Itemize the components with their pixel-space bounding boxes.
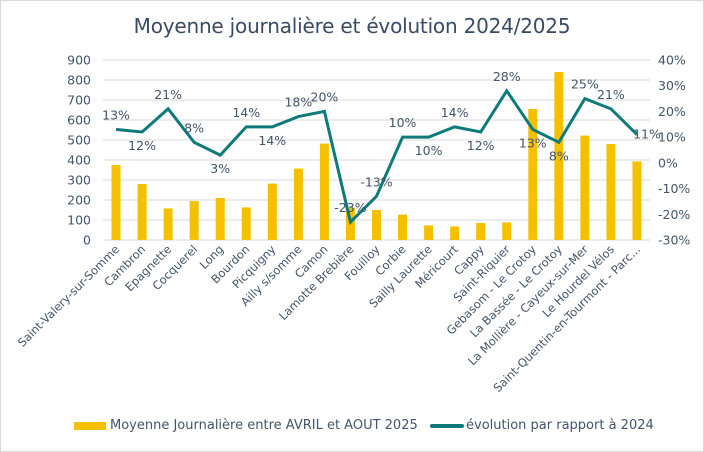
- bar: [293, 168, 303, 240]
- bar: [606, 144, 616, 240]
- bar: [424, 225, 434, 240]
- data-label: 8%: [549, 148, 569, 163]
- legend-label-bars: Moyenne Journalière entre AVRIL et AOUT …: [110, 418, 418, 433]
- bar: [580, 135, 590, 240]
- legend-item-bars: Moyenne Journalière entre AVRIL et AOUT …: [74, 418, 418, 433]
- bar: [189, 201, 199, 240]
- data-label: 10%: [389, 115, 417, 130]
- right-axis-tick: -10%: [658, 181, 690, 196]
- right-axis-tick: 40%: [658, 53, 686, 68]
- right-axis-tick: 30%: [658, 78, 686, 93]
- data-label: 3%: [210, 161, 230, 176]
- data-label: 25%: [571, 77, 599, 92]
- data-label: 28%: [493, 69, 521, 84]
- data-label: 11%: [633, 127, 661, 142]
- left-axis-tick: 900: [67, 53, 91, 68]
- left-axis-tick: 100: [67, 213, 91, 228]
- bar: [163, 208, 173, 240]
- legend-swatch-line: [430, 423, 464, 428]
- bar: [137, 184, 147, 240]
- data-label: 14%: [441, 105, 469, 120]
- bar: [215, 198, 225, 240]
- category-label: Saint-Valery-sur-Somme: [15, 242, 122, 349]
- left-axis-tick: 200: [67, 193, 91, 208]
- bar: [398, 214, 408, 240]
- bar: [111, 165, 121, 240]
- data-label: 21%: [154, 87, 182, 102]
- legend-label-line: évolution par rapport à 2024: [466, 418, 654, 433]
- bar: [267, 183, 277, 240]
- left-axis-tick: 700: [67, 93, 91, 108]
- data-label: 8%: [184, 120, 204, 135]
- data-label: 18%: [284, 95, 312, 110]
- left-axis-tick: 400: [67, 153, 91, 168]
- line-series: [115, 88, 639, 225]
- bar: [372, 210, 381, 240]
- left-axis-tick: 0: [83, 233, 91, 248]
- data-label: 10%: [415, 143, 443, 158]
- data-label: 20%: [311, 89, 339, 104]
- right-axis-tick: 20%: [658, 104, 686, 119]
- data-label: 14%: [258, 133, 286, 148]
- bar: [319, 143, 329, 240]
- bar: [554, 72, 564, 240]
- bar: [632, 161, 642, 240]
- data-label: -23%: [334, 200, 366, 215]
- data-label: 14%: [232, 105, 260, 120]
- data-label: 21%: [597, 87, 625, 102]
- bar: [476, 223, 486, 240]
- bar: [528, 109, 538, 240]
- data-label: 12%: [467, 138, 495, 153]
- bar: [502, 222, 512, 240]
- left-axis-tick: 500: [67, 133, 91, 148]
- left-axis-tick: 300: [67, 173, 91, 188]
- data-label: -13%: [360, 174, 392, 189]
- data-label: 12%: [128, 138, 156, 153]
- legend-swatch-bar: [74, 421, 106, 430]
- legend-item-line: évolution par rapport à 2024: [430, 418, 654, 433]
- right-axis-tick: -20%: [658, 207, 690, 222]
- left-axis-tick: 800: [67, 73, 91, 88]
- chart-title: Moyenne journalière et évolution 2024/20…: [133, 14, 571, 38]
- data-label: 13%: [102, 107, 130, 122]
- bar: [450, 226, 460, 240]
- right-axis-tick: 10%: [658, 130, 686, 145]
- data-label: 13%: [519, 135, 547, 150]
- left-axis-tick: 600: [67, 113, 91, 128]
- right-axis-tick: 0%: [658, 155, 678, 170]
- bar: [241, 207, 251, 240]
- right-axis-tick: -30%: [658, 233, 690, 248]
